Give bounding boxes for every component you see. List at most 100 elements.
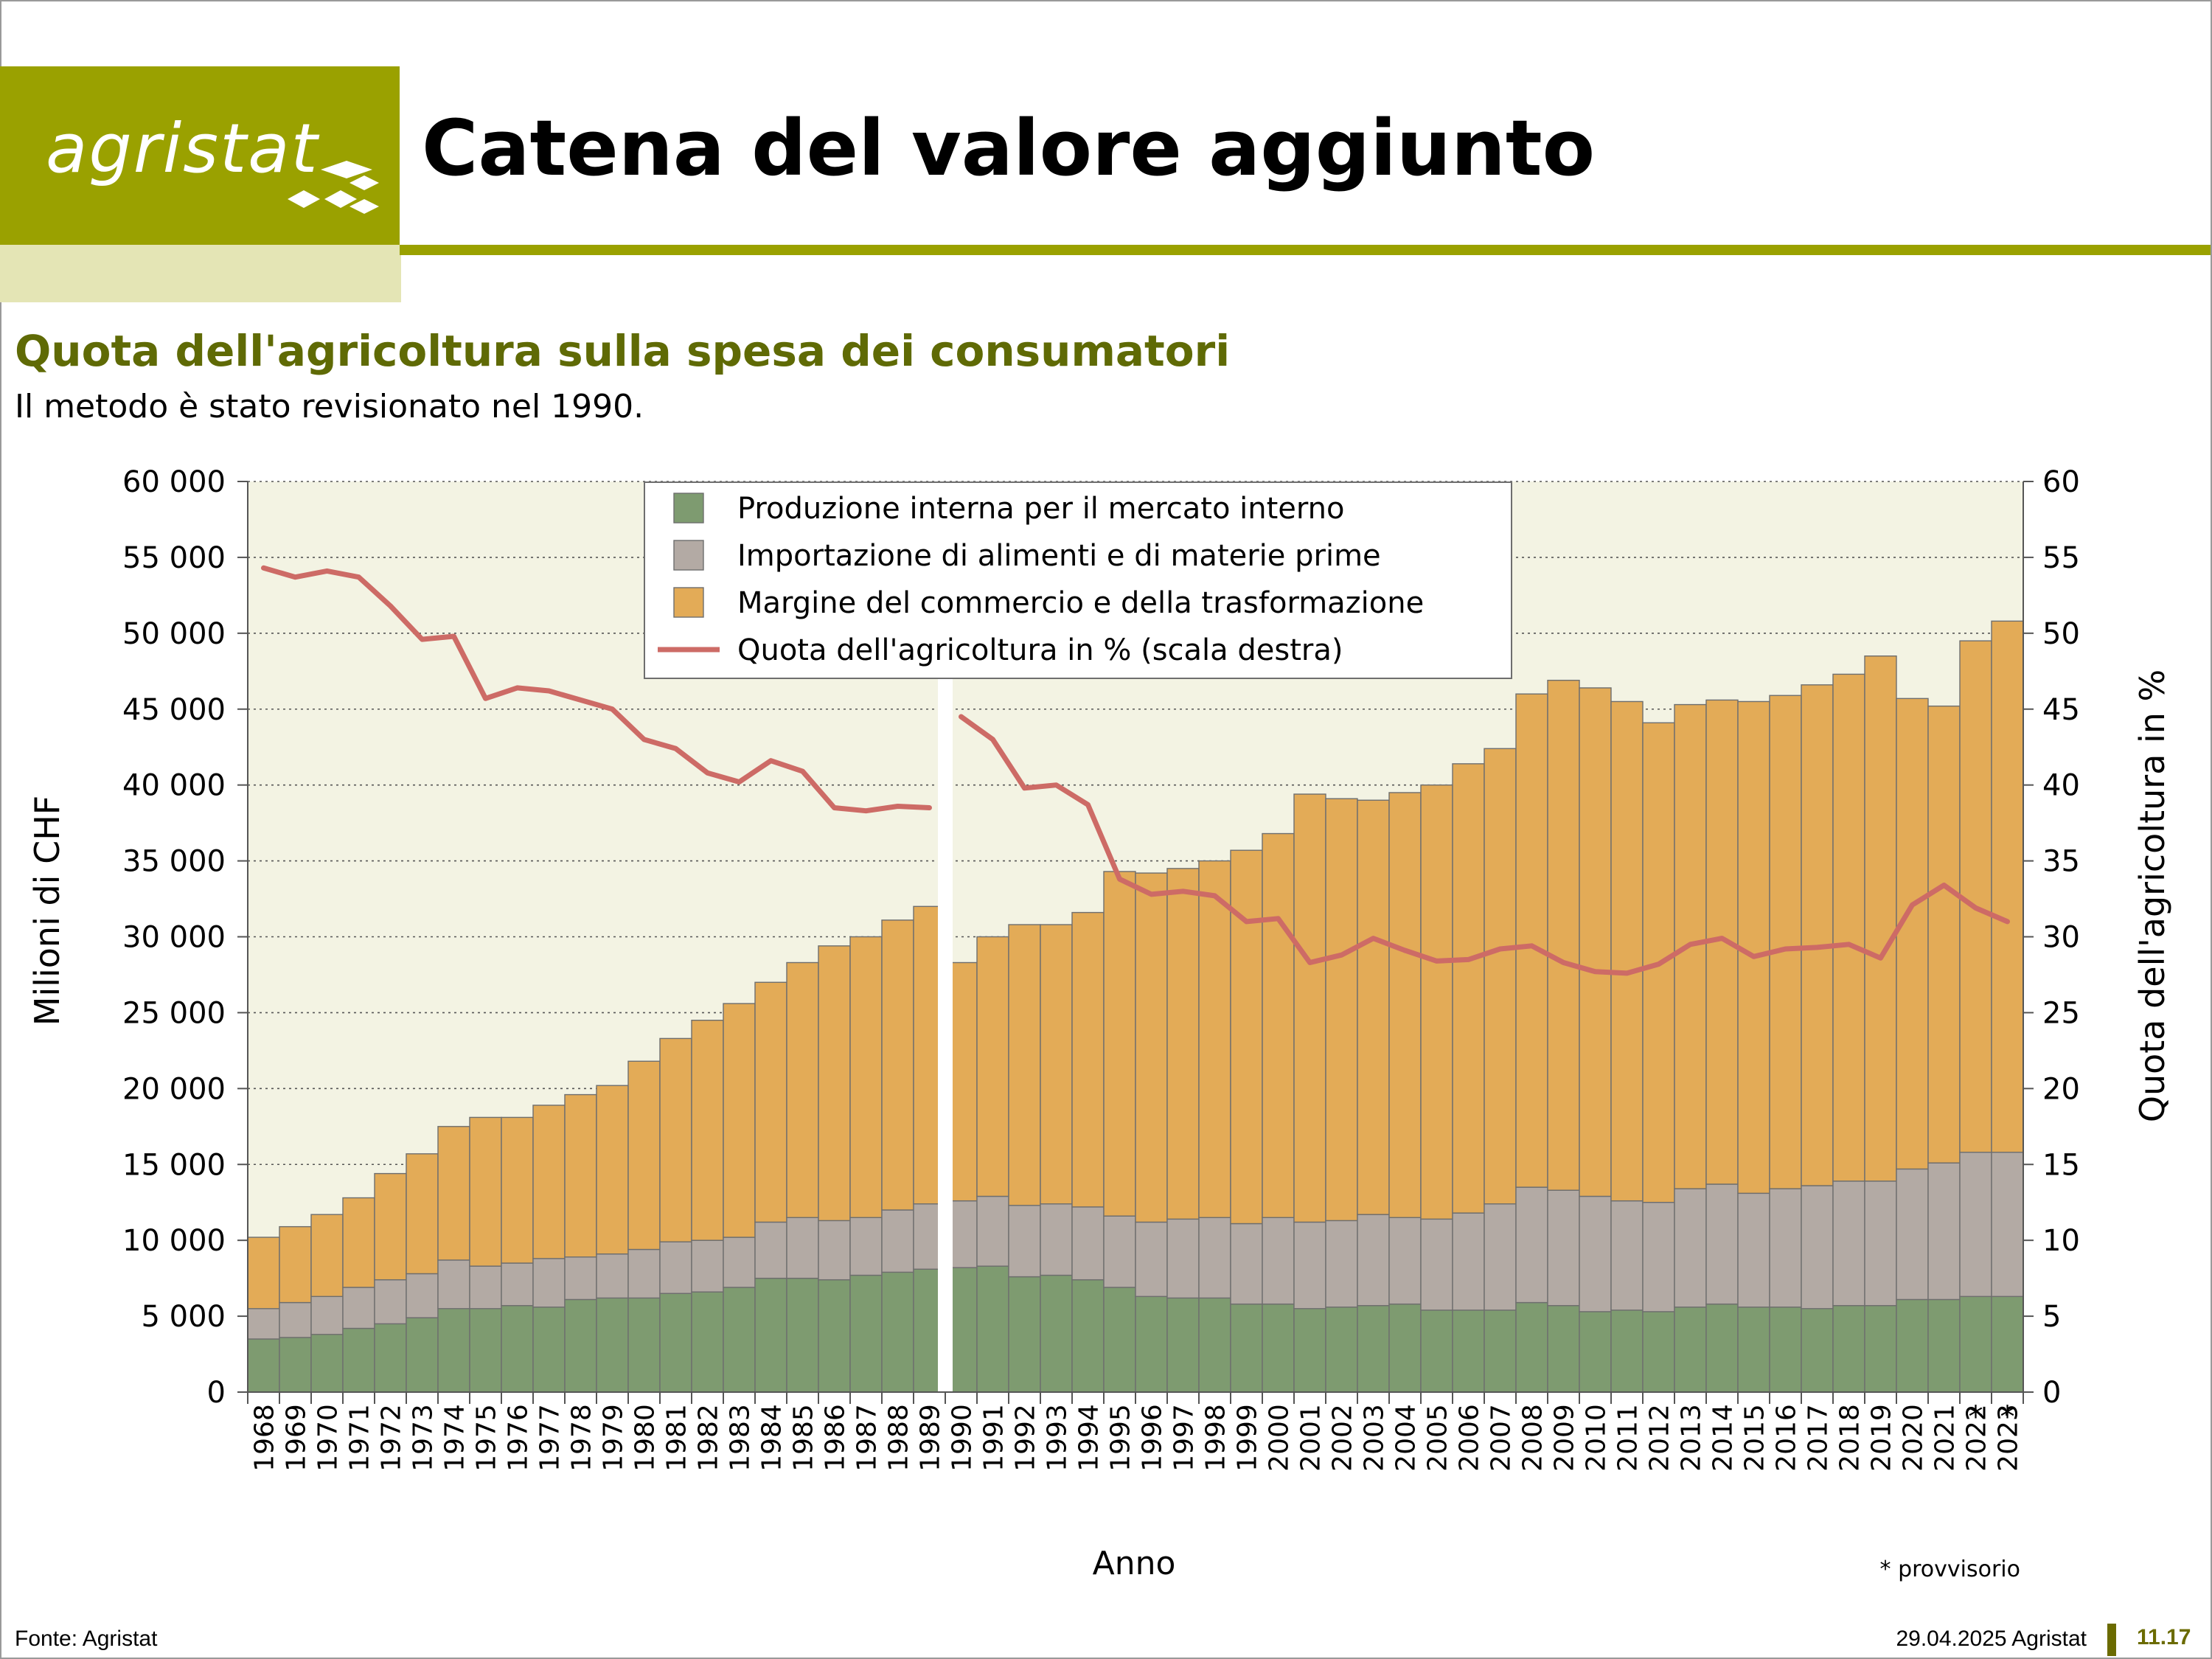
share-line-segment <box>959 714 2010 976</box>
x-tick-label: 1992 <box>1011 1404 1041 1472</box>
bar-margin <box>1262 832 1295 1218</box>
bar-margin <box>279 1225 312 1304</box>
provisional-star: * <box>1969 1400 1983 1434</box>
bar-margin <box>342 1197 375 1288</box>
bar-production <box>1896 1298 1929 1393</box>
bar-production <box>1579 1311 1612 1393</box>
bar-margin <box>1610 700 1644 1202</box>
bar-imports <box>1008 1205 1041 1278</box>
x-tick-label: 1981 <box>662 1404 692 1472</box>
bar-production <box>532 1307 566 1393</box>
bar-imports <box>1388 1217 1422 1305</box>
x-tick-label: 1995 <box>1106 1404 1136 1472</box>
bar-imports <box>342 1287 375 1329</box>
bar-margin <box>1959 640 1992 1153</box>
x-tick-label: 1984 <box>757 1404 787 1472</box>
bar-imports <box>1071 1206 1105 1281</box>
bar-imports <box>247 1308 280 1340</box>
bar-imports <box>532 1258 566 1308</box>
x-tick-label: 1974 <box>440 1404 470 1472</box>
bar-production <box>374 1323 407 1393</box>
bar-imports <box>374 1279 407 1325</box>
bar-imports <box>1832 1180 1865 1307</box>
bar-production <box>1769 1307 1802 1393</box>
bar-production <box>1262 1303 1295 1393</box>
y-tick-label: 20 000 <box>122 1072 226 1106</box>
bar-production <box>342 1327 375 1393</box>
y-right-tick-label: 30 <box>2042 921 2080 955</box>
y-tick-label: 25 000 <box>122 996 226 1030</box>
bar-production <box>1293 1308 1326 1393</box>
x-tick-label: 1976 <box>504 1404 534 1472</box>
bar-margin <box>247 1237 280 1310</box>
bar-imports <box>1959 1152 1992 1298</box>
bar-imports <box>1262 1217 1295 1305</box>
logo-diamond-icon <box>288 161 379 214</box>
x-tick-label: 1978 <box>567 1404 597 1472</box>
y-tick-label: 45 000 <box>122 693 226 727</box>
bar-production <box>310 1334 344 1393</box>
page-number: 11.17 <box>2137 1625 2191 1649</box>
bar-imports <box>754 1221 787 1279</box>
bar-imports <box>627 1248 661 1299</box>
x-tick-label: 1989 <box>916 1404 946 1472</box>
bar-margin <box>437 1126 470 1261</box>
bar-imports <box>1896 1168 1929 1301</box>
y-tick-label: 50 000 <box>122 617 226 651</box>
bar-imports <box>1927 1162 1961 1301</box>
bar-imports <box>1674 1188 1707 1308</box>
y-right-tick-label: 15 <box>2042 1148 2080 1182</box>
x-tick-label: 2001 <box>1296 1404 1326 1472</box>
x-tick-label: 2013 <box>1677 1404 1707 1472</box>
bar-imports <box>1991 1152 2024 1298</box>
bar-production <box>1420 1310 1453 1393</box>
y-tick-label: 55 000 <box>122 541 226 575</box>
method-break-gap <box>938 481 953 1394</box>
y-right-tick-label: 35 <box>2042 845 2080 879</box>
provisional-star: * <box>2000 1400 2015 1434</box>
y-right-tick-label: 40 <box>2042 769 2080 803</box>
x-tick-label: 1987 <box>852 1404 883 1472</box>
y-right-tick-label: 50 <box>2042 617 2080 651</box>
x-tick-label: 2022 <box>1962 1404 1992 1472</box>
bar-imports <box>1484 1203 1517 1311</box>
bar-margin <box>881 919 914 1211</box>
bar-margin <box>1388 792 1422 1218</box>
bar-production <box>1103 1287 1136 1393</box>
bar-production <box>691 1291 724 1393</box>
bar-margin <box>374 1172 407 1281</box>
bar-margin <box>1452 763 1485 1214</box>
bar-margin <box>1484 748 1517 1205</box>
bar-margin <box>1515 693 1548 1188</box>
bar-production <box>406 1317 439 1393</box>
x-tick-label: 2006 <box>1455 1404 1485 1472</box>
bar-margin <box>406 1153 439 1275</box>
y-axis-left-label: Milioni di CHF <box>27 796 67 1026</box>
bar-production <box>659 1293 692 1393</box>
footer-source: Fonte: Agristat <box>15 1627 158 1651</box>
x-tick-label: 2014 <box>1708 1404 1739 1472</box>
provisional-footnote: * provvisorio <box>1880 1557 2020 1582</box>
bar-margin <box>723 1003 756 1238</box>
bar-imports <box>564 1256 597 1301</box>
bar-production <box>881 1271 914 1393</box>
bar-margin <box>1198 860 1231 1218</box>
y-right-tick-label: 45 <box>2042 693 2080 727</box>
bar-production <box>1959 1295 1992 1393</box>
x-tick-label: 2021 <box>1930 1404 1961 1472</box>
bar-margin <box>1040 924 1073 1205</box>
method-note: Il metodo è stato revisionato nel 1990. <box>15 388 644 425</box>
bar-imports <box>279 1301 312 1338</box>
bar-imports <box>976 1195 1009 1267</box>
x-tick-label: 1979 <box>599 1404 629 1472</box>
bar-margin <box>1737 700 1770 1194</box>
y-axis-left-ticks: 0 5 000 10 000 15 000 20 000 25 000 30 000 35 0… <box>122 465 248 1410</box>
legend-swatch <box>673 493 704 524</box>
bar-margin <box>1991 620 2024 1153</box>
bar-imports <box>881 1209 914 1273</box>
x-tick-label: 1970 <box>313 1404 344 1472</box>
bar-imports <box>1420 1218 1453 1311</box>
x-tick-label: 2007 <box>1486 1404 1517 1472</box>
x-tick-label: 2019 <box>1867 1404 1897 1472</box>
